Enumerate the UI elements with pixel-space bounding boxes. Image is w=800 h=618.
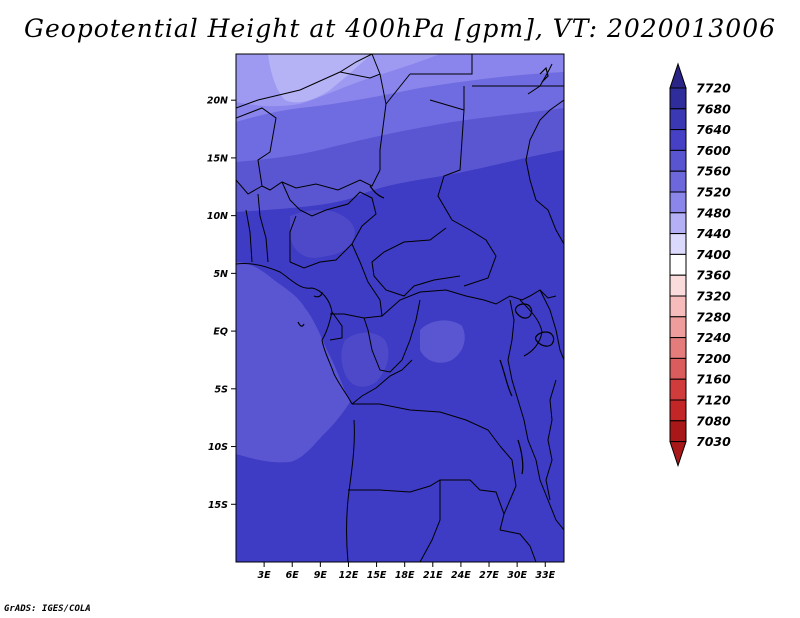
country-borders: [236, 54, 564, 562]
lon-tick-label: 15E: [367, 570, 387, 581]
colorbar-label: 7280: [696, 309, 731, 324]
colorbar-swatch: [669, 378, 687, 401]
colorbar-swatch: [669, 357, 687, 380]
colorbar-swatch: [669, 295, 687, 318]
colorbar-label: 7520: [696, 185, 731, 200]
colorbar-label: 7360: [696, 268, 731, 283]
colorbar-label: 7480: [696, 205, 731, 220]
colorbar-label: 7200: [696, 351, 731, 366]
map-title: Geopotential Height at 400hPa [gpm], VT:…: [23, 14, 777, 43]
colorbar-label: 7640: [696, 122, 731, 137]
lon-tick-label: 30E: [507, 570, 527, 581]
colorbar-label: 7080: [696, 413, 731, 428]
lat-tick-label: EQ: [213, 327, 228, 338]
lon-axis: [263, 562, 546, 567]
lat-tick-label: 10S: [208, 442, 228, 453]
colorbar-swatch: [669, 316, 687, 339]
height-field: [236, 54, 564, 562]
lon-tick-label: 21E: [423, 570, 443, 581]
colorbar-label: 7560: [696, 164, 731, 179]
lat-tick-labels: 20N 15N 10N 5N EQ 5S 10S 15S: [207, 96, 228, 511]
colorbar-label: 7320: [696, 289, 731, 304]
lon-tick-label: 27E: [479, 570, 499, 581]
lon-tick-label: 18E: [395, 570, 415, 581]
colorbar-swatch: [669, 129, 687, 151]
lat-tick-label: 10N: [207, 211, 228, 222]
colorbar-swatch: [669, 170, 687, 193]
lat-tick-label: 15S: [208, 500, 228, 511]
lon-tick-label: 33E: [535, 570, 555, 581]
lake-outlines: [297, 66, 555, 475]
lat-tick-label: 5N: [213, 269, 228, 280]
lon-tick-label: 3E: [258, 570, 272, 581]
colorbar-swatch: [669, 212, 687, 235]
colorbar-swatch: [669, 87, 687, 110]
lat-tick-label: 20N: [207, 96, 228, 107]
grads-credit: GrADS: IGES/COLA: [4, 604, 91, 614]
colorbar-label: 7680: [696, 101, 731, 116]
colorbar-swatch: [669, 337, 687, 359]
lat-axis: [231, 99, 236, 505]
colorbar-swatch: [669, 233, 687, 255]
lat-tick-label: 15N: [207, 153, 228, 164]
colorbar-label: 7720: [696, 81, 731, 96]
colorbar-label: 7400: [696, 247, 731, 262]
colorbar-swatch: [669, 149, 687, 172]
lon-tick-label: 9E: [314, 570, 328, 581]
colorbar: 7720 7680 7640 7600 7560 7520 7480 7440 7400 7360…: [669, 62, 731, 468]
lon-tick-label: 12E: [339, 570, 359, 581]
colorbar-label: 7120: [696, 393, 731, 408]
colorbar-swatch: [669, 108, 687, 131]
lon-tick-labels: 3E 6E 9E 12E 15E 18E 21E 24E 27E 30E 33E: [258, 570, 556, 581]
lon-tick-label: 24E: [451, 570, 471, 581]
colorbar-label: 7600: [696, 143, 731, 158]
lon-tick-label: 6E: [286, 570, 300, 581]
colorbar-swatch: [669, 274, 687, 297]
colorbar-top-arrow: [669, 62, 687, 89]
colorbar-label: 7160: [696, 372, 731, 387]
colorbar-label: 7240: [696, 330, 731, 345]
lat-tick-label: 5S: [215, 384, 229, 395]
colorbar-swatch: [669, 399, 687, 422]
colorbar-label: 7030: [696, 434, 731, 449]
colorbar-swatch: [669, 191, 687, 214]
colorbar-swatch: [669, 420, 687, 443]
plot-frame: [235, 53, 565, 563]
colorbar-bottom-arrow: [669, 441, 687, 468]
colorbar-swatch: [669, 253, 687, 276]
colorbar-label: 7440: [696, 226, 731, 241]
